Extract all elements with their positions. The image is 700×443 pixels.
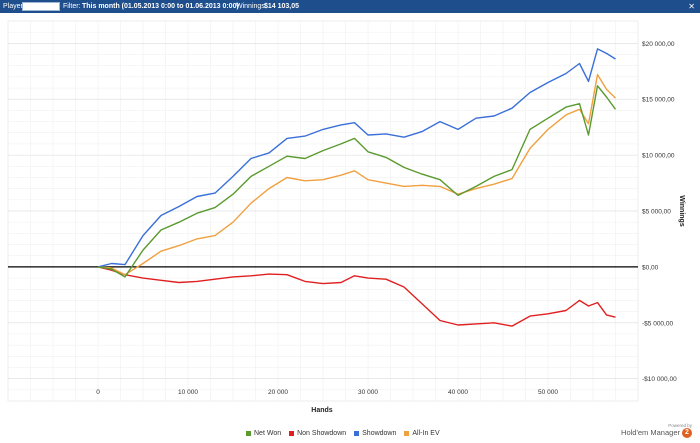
product-name: Hold'em Manager [621,428,680,437]
grid [7,20,639,402]
x-tick-label: 30 000 [358,389,378,396]
player-input[interactable] [22,2,60,11]
legend-item-non-showdown[interactable]: Non Showdown [289,430,346,437]
y-tick-label: $0,00 [642,264,659,271]
x-tick-label: 50 000 [538,389,558,396]
winnings-label: Winnings: [236,3,267,10]
legend-label: Net Won [254,430,282,437]
legend-swatch [404,431,410,436]
series-line-non-showdown [97,266,616,327]
x-axis-label: Hands [311,407,333,414]
powered-by-text: Powered by [668,423,692,428]
x-tick-label: 10 000 [178,389,198,396]
chart-legend: Net Won Non Showdown Showdown All-In EV [246,430,440,437]
legend-swatch [354,431,360,436]
series-group [97,48,617,327]
y-axis-label: Winnings [678,195,685,227]
y-tick-label: $20 000,00 [642,41,675,48]
legend-label: Showdown [362,430,397,437]
legend-item-net-won[interactable]: Net Won [246,430,281,437]
x-tick-labels: 0 10 000 20 000 30 000 40 000 50 000 [96,389,558,396]
filter-label: Filter: [63,3,81,10]
y-tick-labels: $20 000,00 $15 000,00 $10 000,00 $5 000,00 $… [642,41,677,383]
y-tick-label: $10 000,00 [642,153,675,160]
close-icon[interactable]: ✕ [688,2,695,11]
legend-item-all-in-ev[interactable]: All-In EV [404,430,440,437]
legend-swatch [289,431,295,436]
filter-value[interactable]: This month (01.05.2013 0:00 to 01.06.201… [82,3,239,10]
y-tick-label: $5 000,00 [642,209,671,216]
winnings-chart: $20 000,00 $15 000,00 $10 000,00 $5 000,00 $… [7,20,685,414]
winnings-value: $14 103,05 [264,3,300,10]
legend-label: All-In EV [412,430,440,437]
legend-label: Non Showdown [297,430,347,437]
legend-swatch [246,431,251,436]
branding: Powered by Hold'em Manager 2 [621,423,692,439]
y-tick-label: -$10 000,00 [642,376,677,383]
series-line-net-won [97,85,617,278]
y-tick-label: $15 000,00 [642,97,675,104]
x-tick-label: 20 000 [268,389,288,396]
series-line-showdown [97,48,616,268]
series-line-all-in-ev [97,73,616,276]
logo-badge-icon: 2 [682,428,692,439]
x-tick-label: 0 [96,389,100,396]
player-label: Player: [3,3,25,10]
x-tick-label: 40 000 [448,389,468,396]
filter-bar: Player: Filter: This month (01.05.2013 0… [0,0,700,13]
legend-item-showdown[interactable]: Showdown [354,430,396,437]
y-tick-label: -$5 000,00 [642,320,673,327]
